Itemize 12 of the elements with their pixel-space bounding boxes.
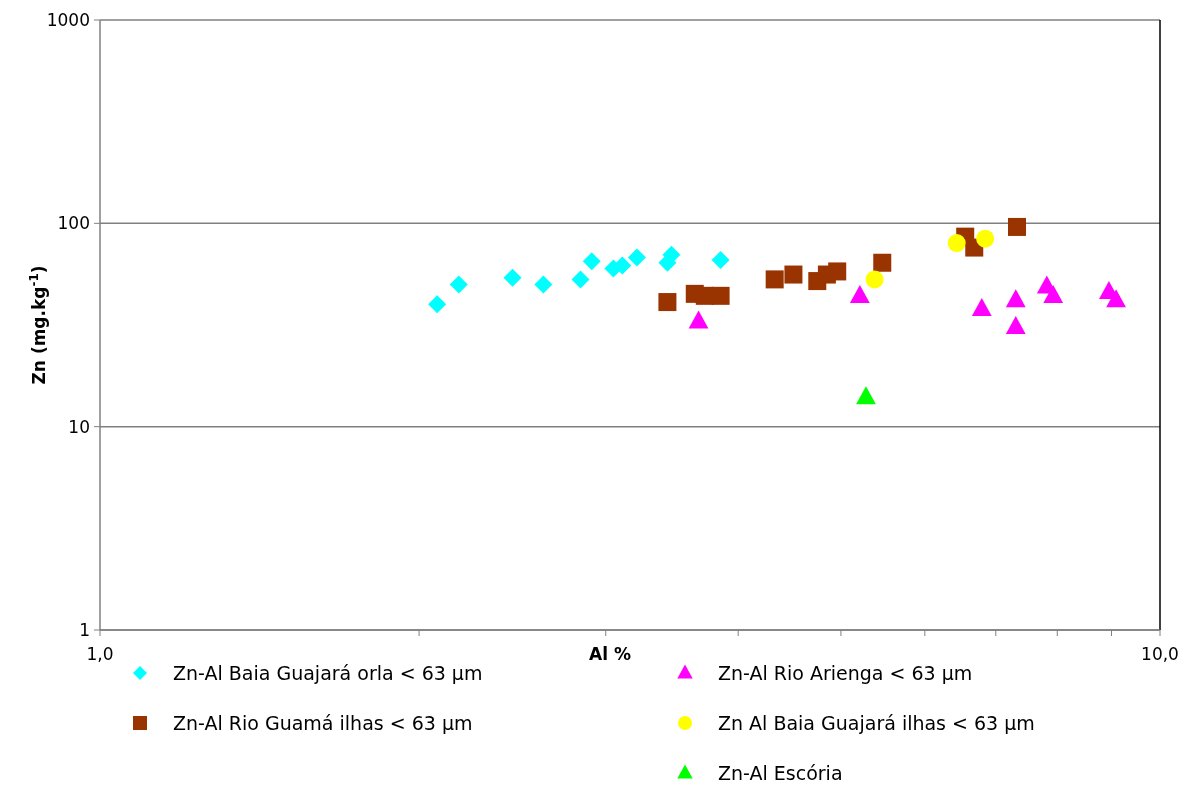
- y-tick-label: 100: [57, 213, 90, 234]
- legend-label: Zn-Al Rio Arienga < 63 µm: [718, 661, 973, 684]
- y-tick-label: 1: [79, 619, 90, 640]
- x-axis-title: Al %: [589, 644, 631, 664]
- legend-label: Zn-Al Rio Guamá ilhas < 63 µm: [173, 711, 473, 734]
- y-tick-label: 10: [68, 416, 90, 437]
- x-tick-label: 1,0: [86, 644, 114, 664]
- legend-label: Zn Al Baia Guajará ilhas < 63 µm: [718, 711, 1035, 734]
- legend-label: Zn-Al Escória: [718, 761, 843, 784]
- x-tick-label: 10,0: [1141, 644, 1179, 664]
- legend-label: Zn-Al Baia Guajará orla < 63 µm: [173, 661, 483, 684]
- y-tick-label: 1000: [46, 9, 90, 30]
